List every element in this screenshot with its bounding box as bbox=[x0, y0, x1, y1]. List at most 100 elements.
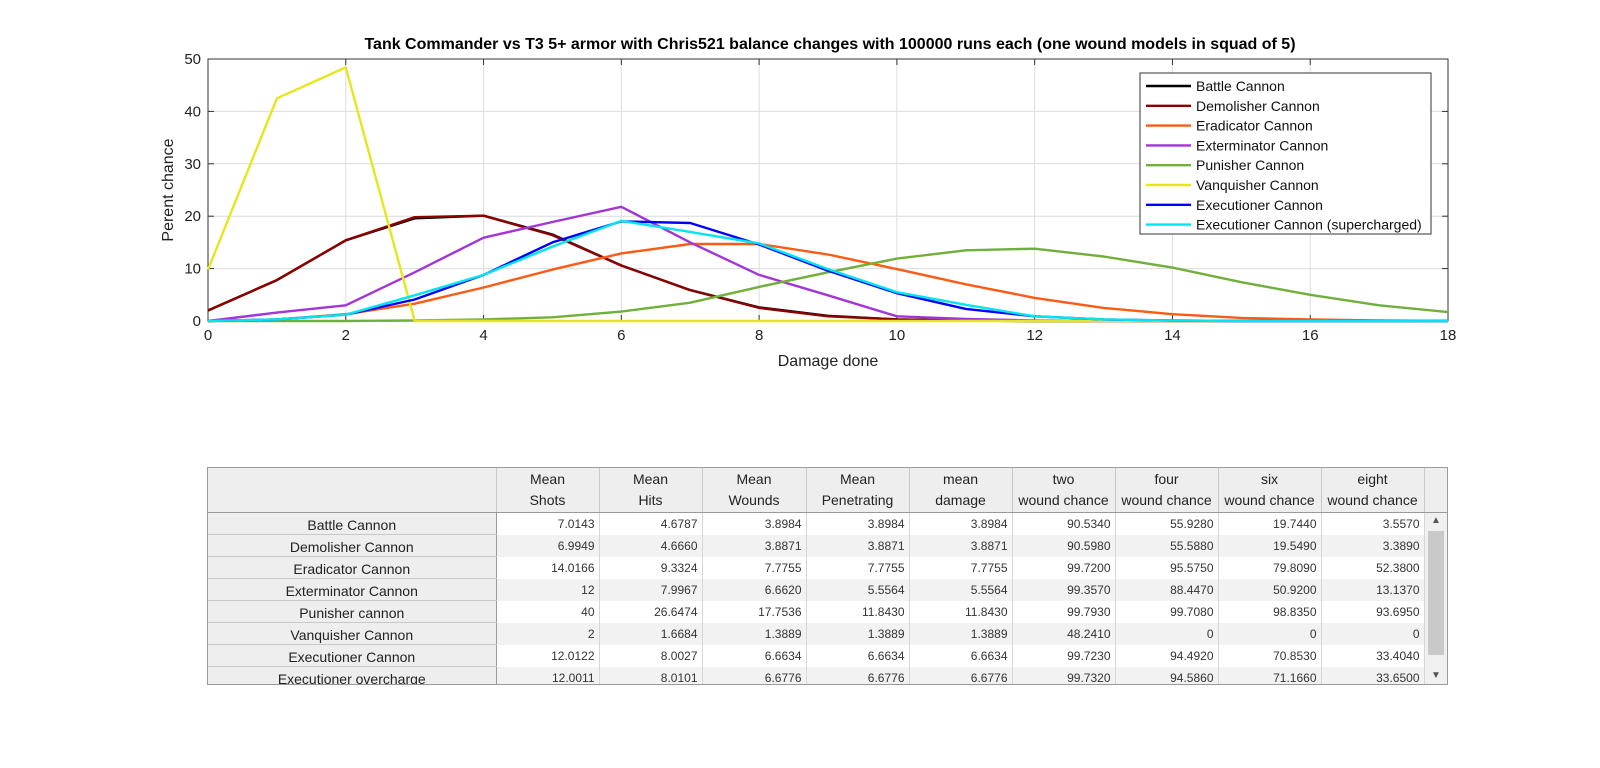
table-row[interactable]: Executioner overcharge 12.0011 8.0101 6.677… bbox=[208, 666, 1425, 684]
table-cell[interactable]: 12.0011 bbox=[496, 666, 600, 684]
table-cell[interactable]: 90.5340 bbox=[1012, 512, 1116, 535]
table-cell[interactable]: 94.4920 bbox=[1115, 644, 1219, 667]
table-cell[interactable]: 99.3570 bbox=[1012, 578, 1116, 601]
table-cell[interactable]: 99.7080 bbox=[1115, 600, 1219, 623]
table-cell[interactable]: 8.0101 bbox=[599, 666, 703, 684]
table-cell[interactable]: 90.5980 bbox=[1012, 534, 1116, 557]
table-cell[interactable]: 33.6500 bbox=[1321, 666, 1425, 684]
table-cell[interactable]: 0 bbox=[1115, 622, 1219, 645]
table-cell[interactable]: 95.5750 bbox=[1115, 556, 1219, 579]
column-header[interactable]: mean damage bbox=[909, 468, 1013, 513]
table-cell[interactable]: 1.6684 bbox=[599, 622, 703, 645]
table-cell[interactable]: 6.6620 bbox=[702, 578, 807, 601]
table-cell[interactable]: 9.3324 bbox=[599, 556, 703, 579]
table-cell[interactable]: 8.0027 bbox=[599, 644, 703, 667]
row-header[interactable]: Demolisher Cannon bbox=[208, 534, 497, 557]
table-row[interactable]: Executioner Cannon 12.0122 8.0027 6.6634 6.6… bbox=[208, 644, 1425, 667]
chevron-down-icon[interactable]: ▼ bbox=[1431, 670, 1441, 681]
table-cell[interactable]: 98.8350 bbox=[1218, 600, 1322, 623]
table-row[interactable]: Demolisher Cannon 6.9949 4.6660 3.8871 3.887… bbox=[208, 534, 1425, 557]
chevron-up-icon[interactable]: ▲ bbox=[1431, 515, 1441, 526]
table-cell[interactable]: 5.5564 bbox=[806, 578, 910, 601]
table-cell[interactable]: 6.6776 bbox=[702, 666, 807, 684]
table-cell[interactable]: 6.6776 bbox=[806, 666, 910, 684]
table-cell[interactable]: 6.6634 bbox=[702, 644, 807, 667]
table-cell[interactable]: 55.5880 bbox=[1115, 534, 1219, 557]
table-cell[interactable]: 2 bbox=[496, 622, 600, 645]
row-header[interactable]: Battle Cannon bbox=[208, 512, 497, 535]
table-cell[interactable]: 7.7755 bbox=[806, 556, 910, 579]
table-cell[interactable]: 71.1660 bbox=[1218, 666, 1322, 684]
table-cell[interactable]: 4.6660 bbox=[599, 534, 703, 557]
table-cell[interactable]: 99.7930 bbox=[1012, 600, 1116, 623]
table-row[interactable]: Punisher cannon 40 26.6474 17.7536 11.8430 11… bbox=[208, 600, 1425, 623]
table-cell[interactable]: 17.7536 bbox=[702, 600, 807, 623]
table-cell[interactable]: 11.8430 bbox=[909, 600, 1013, 623]
table-cell[interactable]: 7.0143 bbox=[496, 512, 600, 535]
row-header[interactable]: Executioner Cannon bbox=[208, 644, 497, 667]
row-header[interactable]: Punisher cannon bbox=[208, 600, 497, 623]
table-cell[interactable]: 94.5860 bbox=[1115, 666, 1219, 684]
table-cell[interactable]: 6.6776 bbox=[909, 666, 1013, 684]
table-cell[interactable]: 52.3800 bbox=[1321, 556, 1425, 579]
table-cell[interactable]: 3.3890 bbox=[1321, 534, 1425, 557]
table-cell[interactable]: 3.8871 bbox=[909, 534, 1013, 557]
table-cell[interactable]: 12 bbox=[496, 578, 600, 601]
table-cell[interactable]: 50.9200 bbox=[1218, 578, 1322, 601]
table-cell[interactable]: 88.4470 bbox=[1115, 578, 1219, 601]
table-cell[interactable]: 26.6474 bbox=[599, 600, 703, 623]
table-row[interactable]: Eradicator Cannon 14.0166 9.3324 7.7755 7.77… bbox=[208, 556, 1425, 579]
table-cell[interactable]: 14.0166 bbox=[496, 556, 600, 579]
table-cell[interactable]: 3.8984 bbox=[806, 512, 910, 535]
table-cell[interactable]: 99.7200 bbox=[1012, 556, 1116, 579]
table-cell[interactable]: 4.6787 bbox=[599, 512, 703, 535]
column-header[interactable]: two wound chance bbox=[1012, 468, 1116, 513]
table-row[interactable]: Exterminator Cannon 12 7.9967 6.6620 5.5564 5… bbox=[208, 578, 1425, 601]
table-cell[interactable]: 70.8530 bbox=[1218, 644, 1322, 667]
table-row[interactable]: Battle Cannon 7.0143 4.6787 3.8984 3.8984 3.8… bbox=[208, 512, 1425, 535]
table-cell[interactable]: 99.7230 bbox=[1012, 644, 1116, 667]
table-cell[interactable]: 1.3889 bbox=[806, 622, 910, 645]
table-cell[interactable]: 7.7755 bbox=[909, 556, 1013, 579]
table-cell[interactable]: 7.7755 bbox=[702, 556, 807, 579]
table-cell[interactable]: 1.3889 bbox=[702, 622, 807, 645]
table-cell[interactable]: 3.8871 bbox=[806, 534, 910, 557]
table-cell[interactable]: 19.5490 bbox=[1218, 534, 1322, 557]
table-cell[interactable]: 6.9949 bbox=[496, 534, 600, 557]
table-cell[interactable]: 19.7440 bbox=[1218, 512, 1322, 535]
table-cell[interactable]: 7.9967 bbox=[599, 578, 703, 601]
vertical-scrollbar[interactable]: ▲ ▼ bbox=[1424, 513, 1447, 684]
table-cell[interactable]: 3.8984 bbox=[909, 512, 1013, 535]
row-header[interactable]: Exterminator Cannon bbox=[208, 578, 497, 601]
table-cell[interactable]: 3.5570 bbox=[1321, 512, 1425, 535]
table-cell[interactable]: 33.4040 bbox=[1321, 644, 1425, 667]
table-cell[interactable]: 40 bbox=[496, 600, 600, 623]
table-cell[interactable]: 3.8984 bbox=[702, 512, 807, 535]
row-header[interactable]: Eradicator Cannon bbox=[208, 556, 497, 579]
table-row[interactable]: Vanquisher Cannon 2 1.6684 1.3889 1.3889 1.38… bbox=[208, 622, 1425, 645]
table-cell[interactable]: 48.2410 bbox=[1012, 622, 1116, 645]
table-cell[interactable]: 6.6634 bbox=[909, 644, 1013, 667]
table-cell[interactable]: 99.7320 bbox=[1012, 666, 1116, 684]
column-header[interactable]: Mean Hits bbox=[599, 468, 703, 513]
table-cell[interactable]: 13.1370 bbox=[1321, 578, 1425, 601]
column-header[interactable]: Mean Wounds bbox=[702, 468, 807, 513]
row-header[interactable]: Vanquisher Cannon bbox=[208, 622, 497, 645]
table-cell[interactable]: 3.8871 bbox=[702, 534, 807, 557]
table-cell[interactable]: 12.0122 bbox=[496, 644, 600, 667]
column-header[interactable]: Mean Penetrating bbox=[806, 468, 910, 513]
table-cell[interactable]: 55.9280 bbox=[1115, 512, 1219, 535]
column-header[interactable]: four wound chance bbox=[1115, 468, 1219, 513]
table-cell[interactable]: 79.8090 bbox=[1218, 556, 1322, 579]
column-header[interactable]: eight wound chance bbox=[1321, 468, 1425, 513]
column-header[interactable]: six wound chance bbox=[1218, 468, 1322, 513]
scrollbar-thumb[interactable] bbox=[1428, 531, 1444, 655]
table-cell[interactable]: 11.8430 bbox=[806, 600, 910, 623]
table-cell[interactable]: 5.5564 bbox=[909, 578, 1013, 601]
table-cell[interactable]: 93.6950 bbox=[1321, 600, 1425, 623]
table-cell[interactable]: 0 bbox=[1218, 622, 1322, 645]
table-cell[interactable]: 0 bbox=[1321, 622, 1425, 645]
column-header[interactable]: Mean Shots bbox=[496, 468, 600, 513]
table-cell[interactable]: 1.3889 bbox=[909, 622, 1013, 645]
row-header[interactable]: Executioner overcharge bbox=[208, 666, 497, 684]
